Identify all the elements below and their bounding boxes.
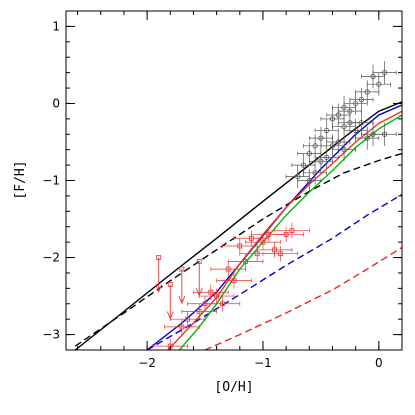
limit-arrow-head xyxy=(178,295,186,305)
x-axis-label: [O/H] xyxy=(214,380,253,395)
point-marker xyxy=(185,316,191,322)
data-point xyxy=(297,168,322,193)
point-marker xyxy=(341,147,347,153)
series-layer xyxy=(74,61,402,350)
point-marker xyxy=(341,104,347,110)
point-marker xyxy=(208,289,214,295)
point-marker xyxy=(300,162,307,168)
point-marker xyxy=(382,131,388,137)
ticks-layer: −2 −1 0 −3 −2 −1 0 1 xyxy=(42,10,403,370)
x-tick-label: 0 xyxy=(375,356,383,370)
point-marker xyxy=(312,170,318,176)
data-point xyxy=(332,138,357,162)
data-point xyxy=(314,145,339,169)
point-marker xyxy=(254,251,260,257)
data-point xyxy=(372,122,397,146)
point-marker xyxy=(358,120,365,126)
model-curve-4 xyxy=(167,110,402,350)
x-tick-label: −2 xyxy=(138,356,156,370)
data-point xyxy=(216,272,252,289)
point-marker xyxy=(231,278,237,284)
point-marker xyxy=(225,266,231,272)
y-tick-label: 1 xyxy=(52,19,60,33)
y-tick-label: 0 xyxy=(52,96,60,110)
upper-limit xyxy=(178,266,186,305)
data-point xyxy=(274,222,310,239)
point-marker xyxy=(329,116,336,122)
point-marker xyxy=(312,143,318,149)
point-marker xyxy=(306,150,312,157)
point-marker xyxy=(260,239,266,245)
point-marker xyxy=(358,97,365,103)
point-marker xyxy=(220,301,225,307)
point-marker xyxy=(266,232,272,237)
point-marker xyxy=(196,309,202,314)
point-marker xyxy=(335,112,341,118)
point-marker xyxy=(277,251,283,257)
upper-limit xyxy=(195,258,203,297)
data-point xyxy=(372,61,397,85)
point-marker xyxy=(324,127,330,134)
model-curve-3 xyxy=(146,193,402,350)
limit-arrow-head xyxy=(166,311,174,320)
data-point xyxy=(251,226,287,243)
upper-limit xyxy=(155,255,163,293)
point-marker xyxy=(237,243,243,249)
limit-arrow-head xyxy=(155,284,163,293)
point-marker xyxy=(382,70,388,76)
model-curve-0 xyxy=(74,101,402,350)
y-tick-label: −1 xyxy=(42,174,60,188)
data-point xyxy=(355,126,380,150)
model-curve-1 xyxy=(74,152,402,347)
point-marker xyxy=(318,135,324,141)
point-marker xyxy=(324,154,330,160)
point-marker xyxy=(376,81,382,87)
limit-arrow-head xyxy=(195,288,203,297)
point-marker xyxy=(364,89,370,95)
point-marker xyxy=(318,158,324,164)
point-marker xyxy=(243,258,248,264)
point-marker xyxy=(214,293,220,299)
y-tick-label: −3 xyxy=(42,328,60,342)
data-point xyxy=(164,319,200,335)
x-tick-label: −1 xyxy=(254,356,272,370)
point-marker xyxy=(289,228,295,233)
data-point xyxy=(204,296,241,312)
point-marker xyxy=(335,139,341,145)
model-curve-6 xyxy=(204,246,402,350)
upper-limit xyxy=(166,282,174,320)
y-tick-label: −2 xyxy=(42,251,60,265)
data-point xyxy=(308,149,333,173)
data-point xyxy=(210,261,246,277)
point-marker xyxy=(179,324,185,330)
point-marker xyxy=(364,135,370,141)
point-marker xyxy=(306,177,312,184)
y-axis-label: [F/H] xyxy=(13,160,28,199)
point-marker xyxy=(353,127,359,134)
